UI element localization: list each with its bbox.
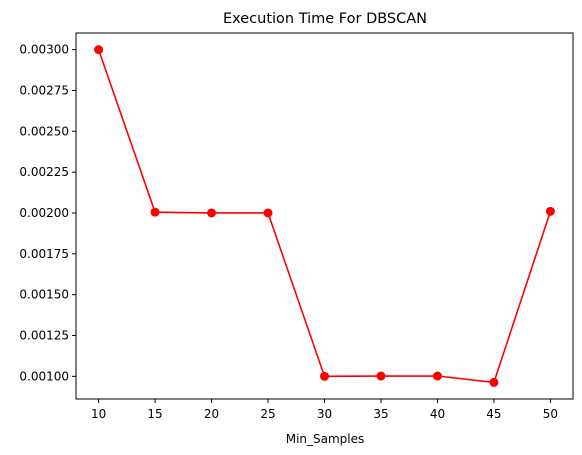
data-point: [207, 208, 217, 218]
y-tick-label: 0.00125: [19, 329, 69, 343]
y-tick-label: 0.00275: [19, 83, 69, 97]
data-series: [94, 45, 555, 387]
plot-area: [75, 32, 574, 400]
x-tick-label: 40: [430, 407, 445, 421]
data-point: [489, 377, 499, 387]
y-tick-label: 0.00200: [19, 206, 69, 220]
series-line: [97, 49, 552, 384]
y-tick-label: 0.00175: [19, 247, 69, 261]
x-tick-label: 45: [486, 407, 501, 421]
data-point: [263, 208, 273, 218]
y-tick-label: 0.00150: [19, 288, 69, 302]
x-tick-label: 10: [91, 407, 106, 421]
x-tick-label: 20: [204, 407, 219, 421]
data-point: [94, 45, 104, 55]
x-axis: 10 15 20 25 30 35 40 45 50: [91, 399, 558, 421]
data-point: [432, 371, 442, 381]
x-tick-label: 30: [317, 407, 332, 421]
y-tick-label: 0.00100: [19, 369, 69, 383]
y-tick-label: 0.00250: [19, 124, 69, 138]
x-tick-label: 15: [147, 407, 162, 421]
x-tick-label: 35: [373, 407, 388, 421]
x-tick-label: 25: [260, 407, 275, 421]
y-axis: 0.00100 0.00125 0.00150 0.00175 0.00200 0.002…: [19, 43, 76, 383]
data-point: [376, 371, 386, 381]
data-point: [320, 371, 329, 381]
data-point: [150, 207, 160, 217]
x-tick-label: 50: [543, 407, 558, 421]
x-axis-label: Min_Samples: [286, 432, 365, 446]
y-tick-label: 0.00300: [19, 43, 69, 57]
data-point: [545, 206, 555, 216]
y-tick-label: 0.00225: [19, 165, 69, 179]
chart-title: Execution Time For DBSCAN: [223, 11, 427, 27]
